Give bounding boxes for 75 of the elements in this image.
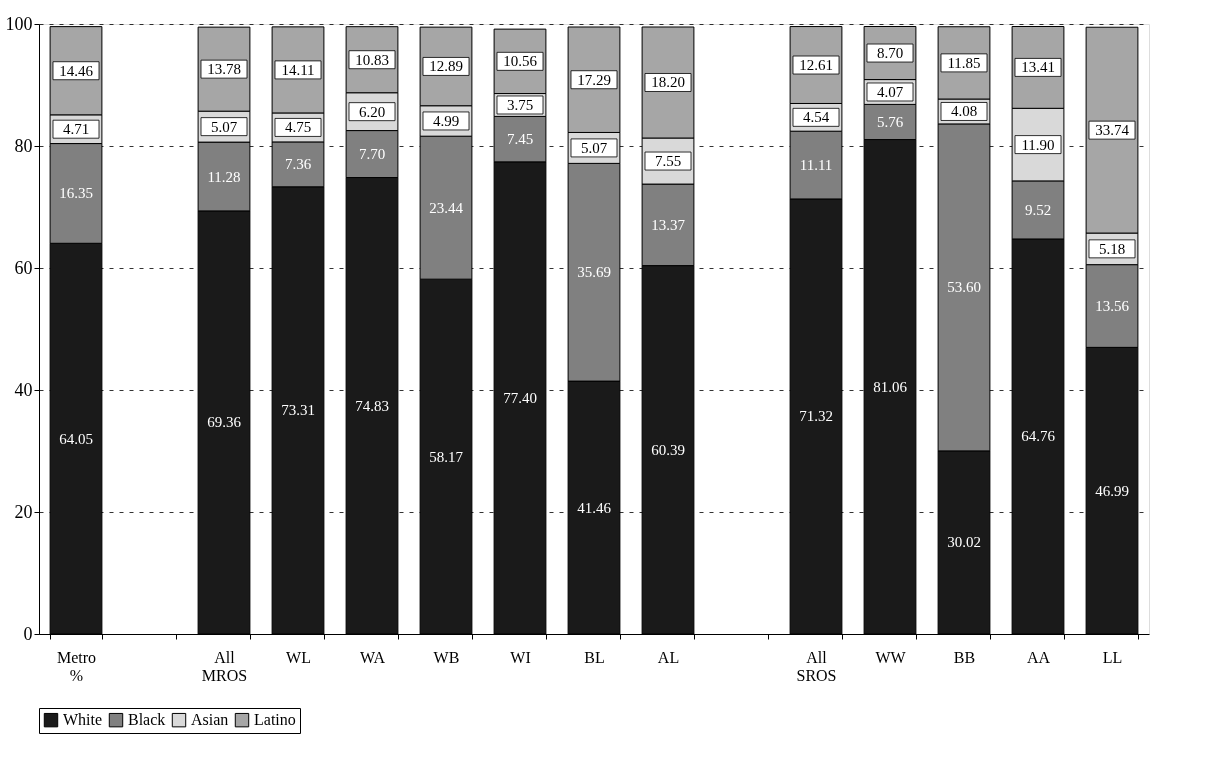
- data-label: 13.56: [1095, 298, 1130, 314]
- data-label: 16.35: [59, 185, 93, 202]
- data-label: 64.76: [1021, 428, 1056, 445]
- y-tick-label: 20: [14, 501, 33, 522]
- data-label: 14.11: [281, 61, 315, 78]
- data-label: 4.07: [876, 83, 904, 100]
- data-label: 5.07: [210, 118, 238, 135]
- data-label: 17.29: [577, 71, 611, 88]
- x-tick-label: BB: [953, 648, 976, 666]
- data-label: 64.05: [59, 430, 93, 447]
- y-tick-label: 40: [14, 379, 33, 400]
- data-label: 5.07: [580, 139, 608, 156]
- data-label: 58.17: [429, 448, 464, 465]
- legend-label: Asian: [191, 711, 229, 729]
- data-label: 7.70: [358, 146, 386, 163]
- data-label: 6.20: [358, 103, 386, 120]
- x-tick-label: WA: [360, 648, 386, 666]
- data-label: 3.75: [506, 96, 534, 113]
- data-label: 11.90: [1021, 136, 1055, 153]
- data-label: 73.31: [281, 402, 315, 419]
- legend-label: Black: [128, 711, 166, 729]
- data-label: 4.71: [62, 121, 90, 138]
- y-tick-label: 60: [14, 257, 33, 278]
- data-label: 46.99: [1095, 482, 1129, 499]
- data-label: 18.20: [651, 74, 685, 91]
- data-label: 11.11: [799, 157, 833, 174]
- y-tick-label: 100: [5, 13, 33, 34]
- data-label: 77.40: [503, 389, 537, 406]
- y-tick-label: 0: [23, 623, 33, 644]
- data-label: 7.45: [506, 131, 534, 148]
- data-label: 12.61: [799, 57, 833, 74]
- data-label: 7.55: [654, 153, 682, 170]
- data-label: 69.36: [207, 414, 242, 431]
- data-label: 4.54: [802, 109, 830, 126]
- data-label: 41.46: [577, 499, 612, 516]
- x-tick-label: LL: [1102, 648, 1123, 666]
- data-label: 12.89: [429, 58, 463, 75]
- data-label: 4.99: [432, 112, 460, 129]
- y-tick-label: 80: [14, 135, 33, 156]
- data-label: 4.75: [284, 119, 312, 136]
- x-tick-label: WW: [875, 648, 907, 666]
- data-label: 71.32: [799, 408, 833, 425]
- legend-label: Latino: [254, 711, 296, 729]
- x-tick-label: WI: [510, 648, 531, 666]
- legend-label: White: [63, 711, 103, 729]
- data-label: 10.56: [503, 53, 538, 70]
- data-label: 5.18: [1098, 240, 1126, 257]
- data-label: 35.69: [577, 264, 611, 281]
- data-label: 8.70: [876, 45, 904, 62]
- x-tick-label: WL: [286, 648, 311, 666]
- data-label: 81.06: [873, 378, 908, 395]
- x-tick-label: WB: [433, 648, 460, 666]
- data-label: 23.44: [429, 199, 464, 216]
- data-label: 13.37: [651, 216, 686, 233]
- data-label: 11.28: [207, 168, 241, 185]
- data-label: 13.78: [207, 61, 241, 78]
- x-tick-label: BL: [584, 648, 605, 666]
- x-tick-label: Metro %: [56, 648, 97, 684]
- data-label: 5.76: [876, 113, 904, 130]
- x-tick-label: AA: [1026, 648, 1051, 666]
- data-label: 30.02: [947, 534, 981, 551]
- data-label: 74.83: [355, 397, 389, 414]
- data-label: 9.52: [1024, 201, 1052, 218]
- data-label: 4.08: [950, 103, 978, 120]
- x-tick-label: All SROS: [796, 648, 837, 684]
- data-label: 11.85: [947, 54, 981, 71]
- x-tick-label: All MROS: [201, 648, 248, 684]
- data-label: 33.74: [1095, 122, 1130, 139]
- data-label: 13.41: [1021, 59, 1055, 76]
- data-label: 14.46: [59, 62, 94, 79]
- data-label: 10.83: [355, 51, 389, 68]
- data-label: 7.36: [284, 156, 312, 173]
- data-label: 60.39: [651, 441, 685, 458]
- data-label: 53.60: [947, 279, 981, 296]
- x-tick-label: AL: [657, 648, 680, 666]
